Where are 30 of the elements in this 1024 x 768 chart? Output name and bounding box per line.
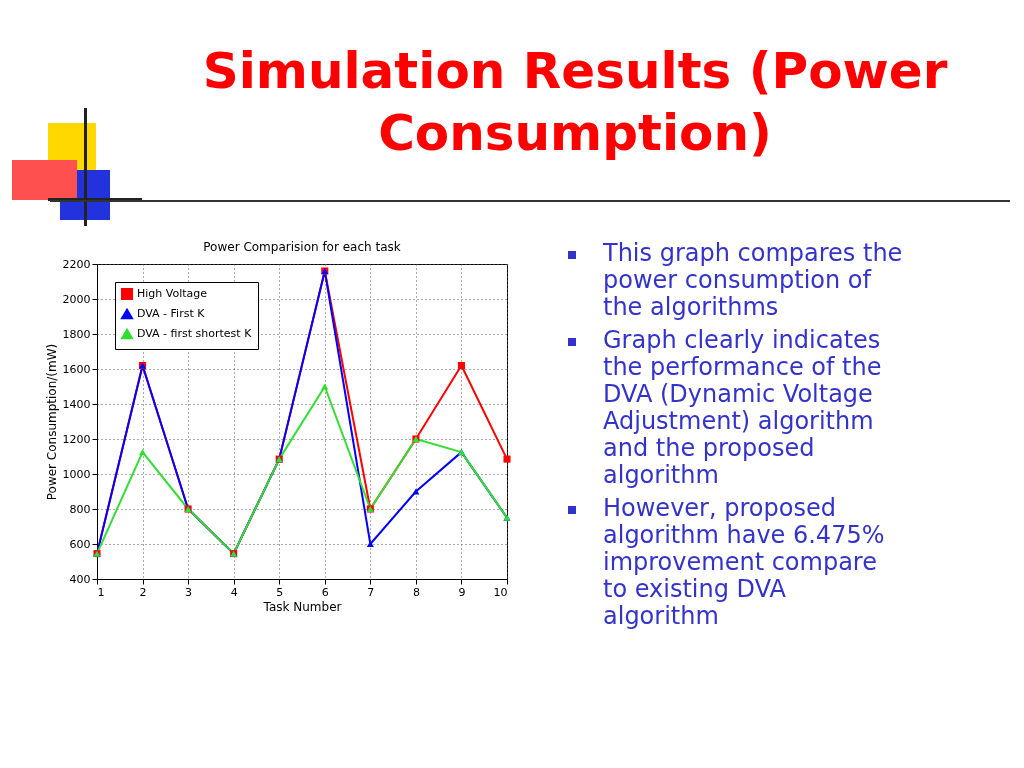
y-tick-label: 1200 [62,432,91,446]
y-tick-label: 1600 [62,362,91,376]
x-tick-label: 7 [367,585,375,599]
x-axis-title: Task Number [262,599,342,614]
x-tick-label: 9 [458,585,466,599]
x-tick-label: 5 [276,585,284,599]
x-tick-label: 10 [493,585,508,599]
y-tick-label: 400 [69,572,91,586]
y-tick-label: 2000 [62,292,91,306]
y-tick-label: 1400 [62,397,91,411]
chart-subtitle: Power Comparision for each task [203,240,401,254]
x-tick-label: 6 [321,585,329,599]
legend-label: DVA - First K [137,307,206,320]
chart-title: Simulation Results (Power Consumption) [201,41,949,164]
y-tick-label: 800 [69,502,91,516]
x-tick-label: 8 [412,585,420,599]
y-tick-label: 2200 [62,257,91,271]
text: However, proposed algorithm have 6.475% improvement compare to existing DVA algorithm [565,494,905,630]
x-tick-label: 2 [139,585,147,599]
x-tick-label: 3 [185,585,193,599]
x-tick-label: 4 [230,585,238,599]
text: This graph compares the power consumption of the algorithms [565,239,905,321]
y-axis-title: Power Consumption/(mW) [44,343,59,501]
y-tick-label: 1800 [62,327,91,341]
text: Graph clearly indicates the performance of the DVA (Dynamic Voltage Adjustment) algorithm and the proposed algorithm [565,326,905,489]
y-tick-label: 1000 [62,467,91,481]
x-tick-label: 1 [97,585,105,599]
legend-label: DVA - first shortest K [137,327,253,340]
y-tick-label: 600 [69,537,91,551]
legend-label: High Voltage [137,287,208,300]
